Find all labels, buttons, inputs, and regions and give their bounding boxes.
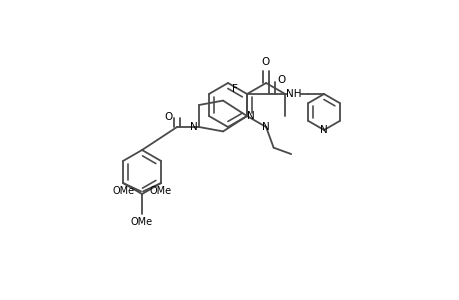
Text: F: F	[232, 84, 237, 94]
Text: O: O	[163, 112, 172, 122]
Text: NH: NH	[285, 89, 301, 99]
Text: N: N	[262, 122, 269, 132]
Text: N: N	[246, 111, 254, 121]
Text: OMe: OMe	[131, 217, 153, 227]
Text: N: N	[319, 125, 327, 135]
Text: O: O	[276, 75, 285, 85]
Text: OMe: OMe	[112, 186, 134, 197]
Text: O: O	[260, 57, 269, 67]
Text: OMe: OMe	[150, 186, 172, 197]
Text: N: N	[190, 122, 197, 132]
